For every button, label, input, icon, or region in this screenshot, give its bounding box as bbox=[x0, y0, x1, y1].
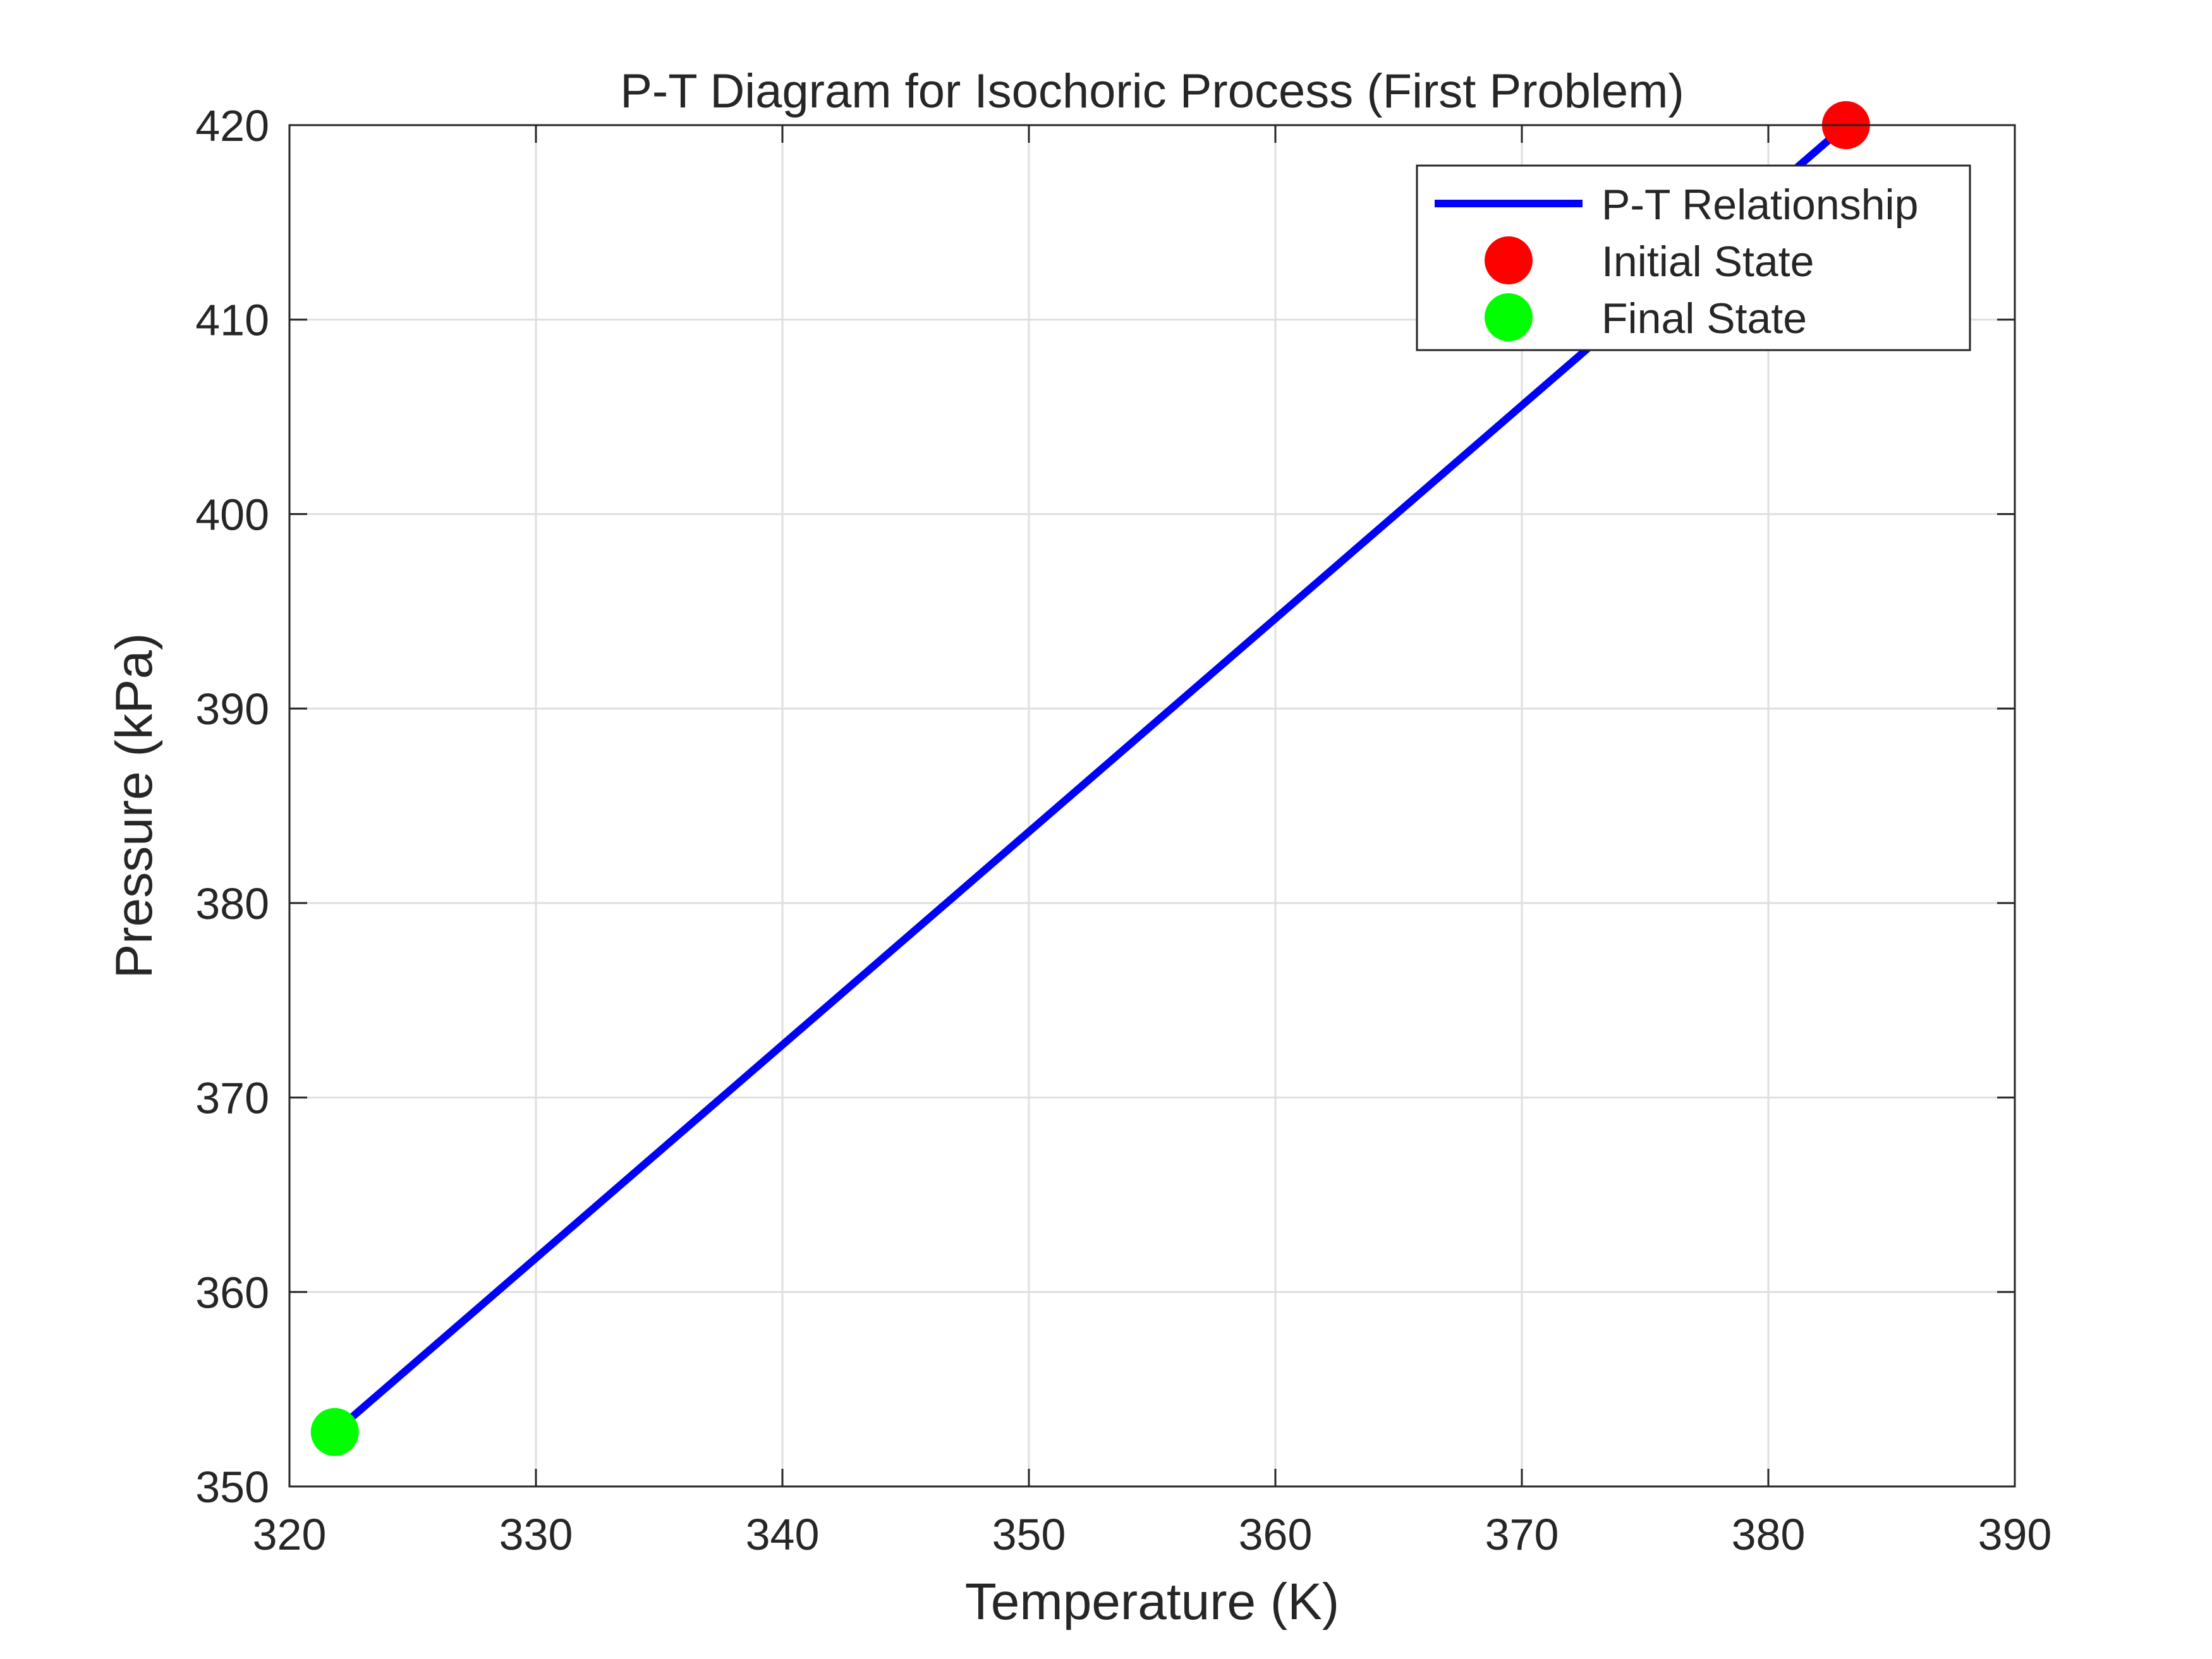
y-axis-label: Pressure (kPa) bbox=[106, 633, 163, 979]
tick-labels: 320 330 340 350 360 370 380 390 350 360 370 380 390 4… bbox=[195, 101, 2051, 1559]
x-tick-label: 370 bbox=[1485, 1510, 1559, 1559]
legend-label: P-T Relationship bbox=[1601, 181, 1918, 229]
y-tick-label: 400 bbox=[195, 490, 269, 539]
x-tick-label: 390 bbox=[1978, 1510, 2052, 1559]
x-tick-label: 360 bbox=[1239, 1510, 1313, 1559]
chart-title: P-T Diagram for Isochoric Process (First… bbox=[620, 64, 1684, 118]
y-tick-label: 420 bbox=[195, 101, 269, 150]
y-tick-label: 360 bbox=[195, 1268, 269, 1317]
y-tick-label: 410 bbox=[195, 296, 269, 345]
y-tick-label: 390 bbox=[195, 684, 269, 734]
legend-swatch-marker bbox=[1485, 293, 1533, 341]
x-axis-label: Temperature (K) bbox=[965, 1573, 1339, 1631]
y-tick-label: 380 bbox=[195, 879, 269, 928]
x-tick-label: 320 bbox=[253, 1510, 327, 1559]
legend-label: Final State bbox=[1601, 295, 1807, 343]
final-state-marker bbox=[310, 1407, 359, 1456]
axes-box bbox=[288, 124, 2016, 1488]
x-tick-label: 380 bbox=[1732, 1510, 1806, 1559]
tick-marks bbox=[288, 124, 2016, 1488]
grid-lines bbox=[289, 125, 2015, 1486]
y-tick-label: 350 bbox=[195, 1462, 269, 1512]
x-tick-label: 330 bbox=[499, 1510, 573, 1559]
x-tick-label: 350 bbox=[992, 1510, 1066, 1559]
x-tick-label: 340 bbox=[746, 1510, 820, 1559]
legend-label: Initial State bbox=[1601, 238, 1814, 286]
y-tick-label: 370 bbox=[195, 1074, 269, 1123]
plot-area bbox=[289, 125, 2015, 1486]
legend-swatch-marker bbox=[1485, 236, 1533, 284]
legend: P-T Relationship Initial State Final State bbox=[1416, 164, 1971, 351]
